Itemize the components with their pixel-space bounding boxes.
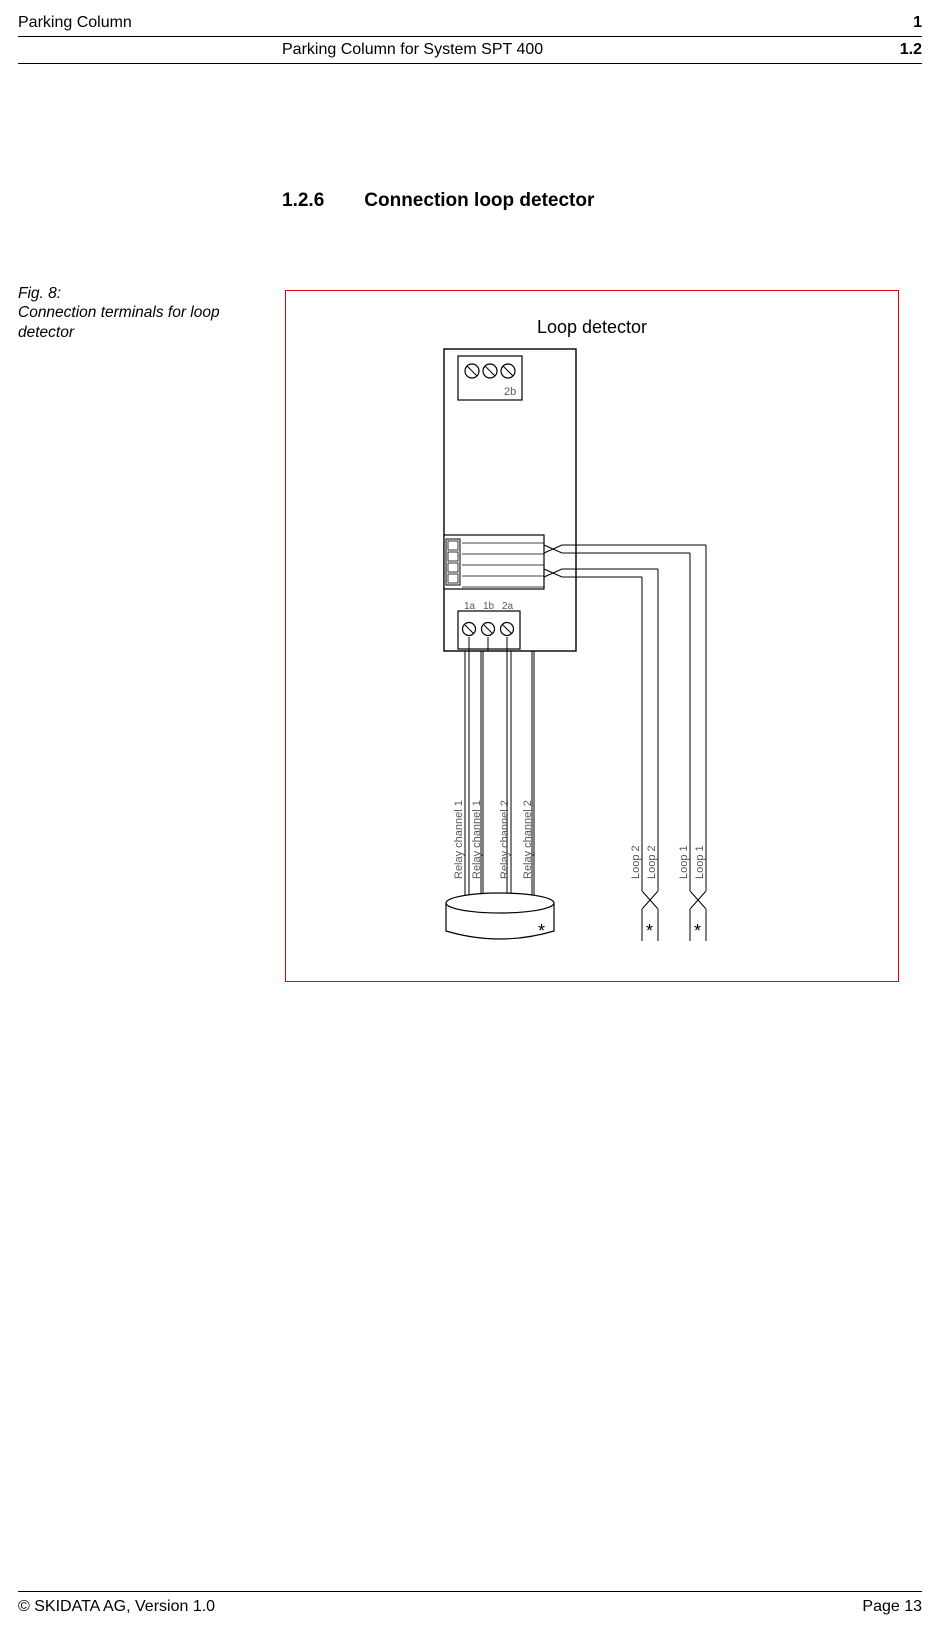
section-heading: 1.2.6 Connection loop detector (282, 190, 594, 212)
asterisk-0: * (538, 921, 545, 941)
page-header: Parking Column 1 Parking Column for Syst… (18, 14, 922, 64)
wire-label-7: Loop 1 (694, 845, 706, 879)
footer-copyright: © SKIDATA AG, Version 1.0 (18, 1598, 215, 1616)
heading-number: 1.2.6 (282, 190, 324, 212)
terminal-1b: 1b (483, 601, 495, 612)
wire-label-5: Loop 2 (646, 845, 658, 879)
header-row-chapter: Parking Column 1 (18, 14, 922, 37)
section-title: Parking Column for System SPT 400 (282, 41, 543, 59)
chapter-number: 1 (913, 14, 922, 32)
figure-text: Connection terminals for loop detector (18, 303, 268, 342)
wire-label-2: Relay channel 2 (499, 800, 511, 879)
wire-label-3: Relay channel 2 (522, 800, 534, 879)
figure-label: Fig. 8: (18, 284, 268, 303)
asterisk-1: * (646, 921, 653, 941)
asterisk-2: * (694, 921, 701, 941)
wire-label-6: Loop 1 (678, 845, 690, 879)
section-number: 1.2 (900, 41, 922, 59)
header-row-section: Parking Column for System SPT 400 1.2 (18, 37, 922, 64)
terminal-2a: 2a (502, 601, 514, 612)
terminal-2b: 2b (504, 386, 516, 398)
footer-page: Page 13 (862, 1598, 922, 1616)
figure-caption: Fig. 8: Connection terminals for loop de… (18, 284, 268, 342)
loop-detector-diagram: 2b 1a 1b 2a (286, 291, 896, 979)
wire-label-0: Relay channel 1 (453, 800, 465, 879)
heading-title: Connection loop detector (364, 190, 594, 212)
terminal-1a: 1a (464, 601, 476, 612)
chapter-title: Parking Column (18, 14, 132, 32)
figure-box: Loop detector 2b 1a 1b 2a (285, 290, 899, 982)
diagram-title: Loop detector (286, 317, 898, 338)
wire-label-4: Loop 2 (630, 845, 642, 879)
page-footer: © SKIDATA AG, Version 1.0 Page 13 (18, 1591, 922, 1616)
wire-label-1: Relay channel 1 (471, 800, 483, 879)
